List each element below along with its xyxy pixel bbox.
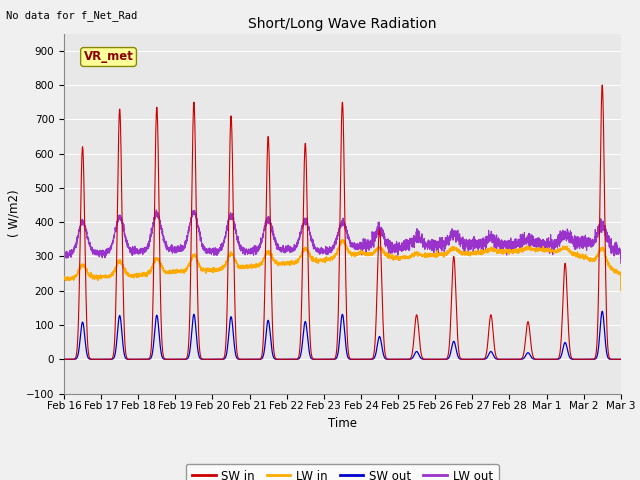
X-axis label: Time: Time <box>328 417 357 430</box>
Y-axis label: ( W/m2): ( W/m2) <box>7 190 20 238</box>
Title: Short/Long Wave Radiation: Short/Long Wave Radiation <box>248 17 436 31</box>
Text: VR_met: VR_met <box>84 50 134 63</box>
Legend: SW in, LW in, SW out, LW out: SW in, LW in, SW out, LW out <box>186 464 499 480</box>
Text: No data for f_Net_Rad: No data for f_Net_Rad <box>6 10 138 21</box>
